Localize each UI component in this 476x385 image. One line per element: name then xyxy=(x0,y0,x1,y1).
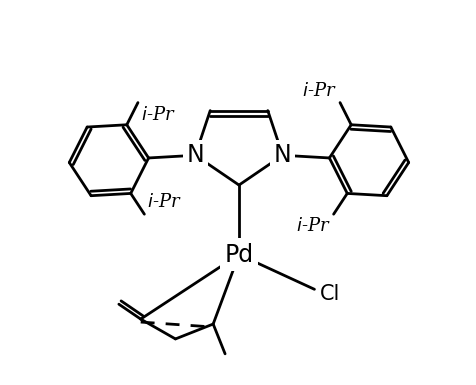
Text: Cl: Cl xyxy=(319,284,340,304)
Text: $i$-Pr: $i$-Pr xyxy=(296,217,331,235)
Text: $i$-Pr: $i$-Pr xyxy=(148,193,182,211)
Text: $i$-Pr: $i$-Pr xyxy=(141,105,176,124)
Text: N: N xyxy=(187,143,204,167)
Text: Pd: Pd xyxy=(224,243,254,266)
Text: N: N xyxy=(274,143,292,167)
Text: $i$-Pr: $i$-Pr xyxy=(302,82,337,100)
